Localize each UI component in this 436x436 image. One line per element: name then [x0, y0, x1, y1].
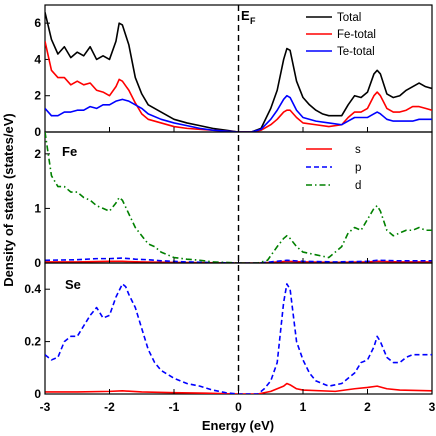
x-tick-label: 3 — [429, 400, 436, 414]
x-axis-title: Energy (eV) — [202, 418, 274, 433]
y-tick-label: 0 — [34, 256, 41, 270]
panel-fe-y-ticks: 0 1 2 — [34, 147, 50, 270]
legend-te-total-label: Te-total — [337, 46, 375, 58]
y-tick-label: 2 — [34, 89, 41, 103]
y-tick-label: 0 — [34, 125, 41, 139]
panel-total-series — [45, 12, 432, 132]
legend-p-label: p — [355, 162, 361, 174]
series-line-s — [45, 260, 432, 263]
fermi-label-main: E — [241, 8, 250, 23]
panel-se-y-ticks: 0 0.2 0.4 — [24, 282, 50, 401]
y-tick-label: 1 — [34, 201, 41, 215]
x-tick-label: 1 — [300, 400, 307, 414]
panel-se-series — [45, 283, 432, 394]
x-tick-label: -3 — [40, 400, 51, 414]
panel-se-label: Se — [65, 277, 81, 292]
y-tick-label: 4 — [34, 52, 41, 66]
x-tick-label: 0 — [235, 400, 242, 414]
x-tick-label: 2 — [364, 400, 371, 414]
series-line-d — [45, 132, 432, 263]
panel-total-y-ticks: 0 2 4 6 — [34, 16, 50, 139]
panel-fe: 0 1 2 Fe s p d — [34, 131, 433, 270]
y-tick-label: 6 — [34, 16, 41, 30]
x-axis-ticks: -3 -2 -1 0 1 2 3 — [40, 127, 436, 414]
panel-se: 0 0.2 0.4 Se — [24, 262, 433, 401]
y-tick-label: 0.4 — [24, 282, 41, 296]
series-line-total — [45, 12, 432, 132]
panel-total-legend: Total Fe-total Te-total — [306, 12, 376, 58]
y-tick-label: 0.2 — [24, 335, 41, 349]
fermi-label-sub: F — [250, 16, 256, 26]
x-tick-label: -2 — [104, 400, 115, 414]
legend-total-label: Total — [337, 12, 361, 24]
y-tick-label: 2 — [34, 147, 41, 161]
series-line-te-total — [45, 94, 432, 132]
series-line-p — [45, 283, 432, 394]
panel-fe-legend: s p d — [306, 144, 361, 192]
fermi-level-label: E F — [241, 8, 256, 26]
legend-s-label: s — [355, 144, 361, 156]
y-axis-title: Density of states (states/eV) — [1, 113, 16, 286]
legend-d-label: d — [355, 180, 361, 192]
legend-fe-total-label: Fe-total — [337, 29, 376, 41]
panel-total: 0 2 4 6 Total Fe-total Te-total — [34, 4, 433, 139]
x-tick-label: -1 — [169, 400, 180, 414]
y-tick-label: 0 — [34, 387, 41, 401]
panel-fe-label: Fe — [62, 144, 77, 159]
series-line-s — [45, 382, 432, 394]
